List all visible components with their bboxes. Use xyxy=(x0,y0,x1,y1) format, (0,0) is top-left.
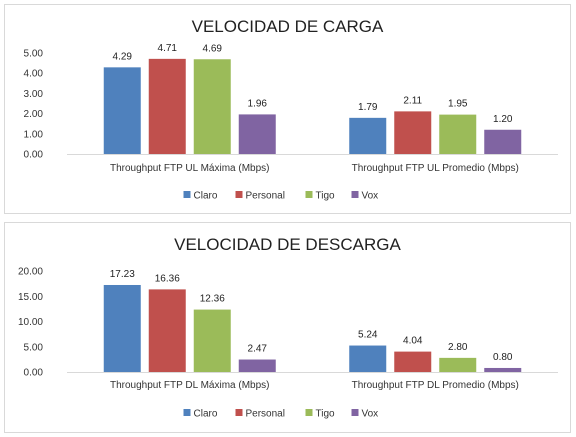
data-label: 4.04 xyxy=(403,336,423,347)
data-label: 2.47 xyxy=(248,344,268,355)
data-label: 1.95 xyxy=(448,99,468,110)
bar-vox xyxy=(484,367,522,372)
bar-personal xyxy=(148,289,186,372)
download-chart-svg: VELOCIDAD DE DESCARGA 0.00 5.00 10.00 15.00 2… xyxy=(18,235,558,420)
legend-swatch xyxy=(351,191,359,198)
legend-label: Personal xyxy=(246,409,285,420)
data-label: 4.29 xyxy=(113,51,133,62)
category-label: Throughput FTP UL Máxima (Mbps) xyxy=(110,163,270,174)
chart-title: VELOCIDAD DE DESCARGA xyxy=(174,235,401,254)
legend-label: Personal xyxy=(246,191,285,202)
chart-title: VELOCIDAD DE CARGA xyxy=(192,17,384,36)
legend-label: Claro xyxy=(194,191,218,202)
bar-vox xyxy=(484,129,522,154)
legend-swatch xyxy=(351,409,359,416)
legend-swatch xyxy=(235,191,243,198)
bar-tigo xyxy=(193,309,231,372)
category-label: Throughput FTP DL Promedio (Mbps) xyxy=(352,380,519,391)
data-label: 4.69 xyxy=(203,43,223,54)
bar-claro xyxy=(103,67,141,154)
bar-tigo xyxy=(193,59,231,154)
y-tick-label: 15.00 xyxy=(18,292,43,303)
bar-personal xyxy=(148,58,186,154)
data-label: 0.80 xyxy=(493,352,513,363)
download-speed-chart: VELOCIDAD DE DESCARGA 0.00 5.00 10.00 15.00 2… xyxy=(4,222,571,433)
y-tick-label: 10.00 xyxy=(18,317,43,328)
legend-swatch xyxy=(305,409,313,416)
legend-swatch xyxy=(183,409,191,416)
y-tick-label: 0.00 xyxy=(24,368,44,379)
y-tick-label: 5.00 xyxy=(24,49,44,60)
y-tick-label: 1.00 xyxy=(24,129,44,140)
data-label: 17.23 xyxy=(110,269,135,280)
legend-swatch xyxy=(235,409,243,416)
bar-vox xyxy=(238,359,276,372)
bar-claro xyxy=(103,284,141,372)
data-label: 2.80 xyxy=(448,342,468,353)
data-label: 1.20 xyxy=(493,114,513,125)
bar-claro xyxy=(349,117,387,154)
y-tick-label: 4.00 xyxy=(24,69,44,80)
legend-label: Vox xyxy=(362,409,379,420)
upload-chart-svg: VELOCIDAD DE CARGA 0.00 1.00 2.00 3.00 4.00 5.… xyxy=(24,17,558,202)
data-label: 16.36 xyxy=(155,273,180,284)
bar-vox xyxy=(238,114,276,154)
bar-tigo xyxy=(439,357,477,372)
data-label: 4.71 xyxy=(158,43,178,54)
legend-label: Tigo xyxy=(316,409,336,420)
legend-label: Tigo xyxy=(316,191,336,202)
y-tick-label: 20.00 xyxy=(18,267,43,278)
legend-swatch xyxy=(183,191,191,198)
bar-personal xyxy=(394,111,432,154)
upload-speed-chart: VELOCIDAD DE CARGA 0.00 1.00 2.00 3.00 4.00 5.… xyxy=(4,4,571,214)
legend-swatch xyxy=(305,191,313,198)
category-label: Throughput FTP UL Promedio (Mbps) xyxy=(352,163,519,174)
data-label: 2.11 xyxy=(403,95,422,106)
bar-tigo xyxy=(439,114,477,154)
y-tick-label: 2.00 xyxy=(24,109,44,120)
legend-label: Vox xyxy=(362,191,379,202)
data-label: 12.36 xyxy=(200,294,225,305)
y-tick-label: 3.00 xyxy=(24,89,44,100)
data-label: 5.24 xyxy=(358,330,378,341)
bar-personal xyxy=(394,351,432,372)
bar-claro xyxy=(349,345,387,372)
data-label: 1.96 xyxy=(248,98,268,109)
legend-label: Claro xyxy=(194,409,218,420)
y-tick-label: 0.00 xyxy=(24,150,44,161)
data-label: 1.79 xyxy=(358,102,378,113)
y-tick-label: 5.00 xyxy=(24,342,44,353)
category-label: Throughput FTP DL Máxima (Mbps) xyxy=(110,380,270,391)
